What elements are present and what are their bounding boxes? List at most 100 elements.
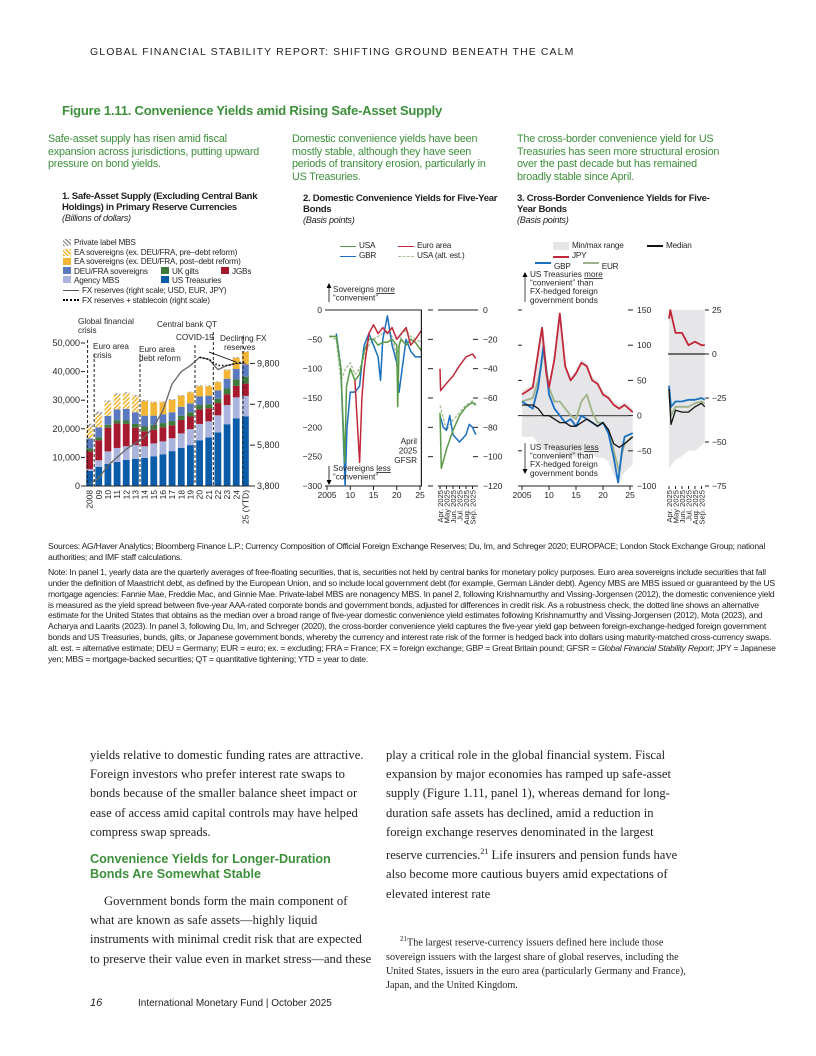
panel-1-caption: Safe-asset supply has risen amid fiscal …: [48, 133, 260, 170]
y2-tick-label: 5,800: [257, 440, 280, 450]
legend-swatch: [63, 276, 71, 284]
legend-swatch: [63, 266, 71, 274]
x-tick-label: 11: [112, 490, 122, 499]
bar-segment: [205, 386, 213, 396]
bar-segment: [86, 427, 93, 439]
footnote-ref[interactable]: 21: [480, 847, 489, 857]
bar-segment: [113, 423, 121, 448]
legend-item: FX reserves (right scale; USD, EUR, JPY): [63, 286, 263, 296]
bar-segment: [232, 357, 240, 358]
legend-item: USA: [340, 241, 398, 251]
bar-segment: [104, 451, 112, 464]
bar-segment: [196, 423, 203, 441]
x-tick-label: 15: [571, 490, 581, 500]
bar-segment: [86, 451, 93, 470]
legend-line: [63, 299, 79, 302]
bar-segment: [187, 445, 194, 486]
bar-segment: [104, 463, 112, 486]
bar-segment: [177, 406, 185, 416]
bar-segment: [187, 429, 194, 446]
title-text: 2. Domestic Convenience Yields for Five-…: [303, 193, 498, 215]
y-tick-label: −200: [303, 422, 323, 432]
annotation-arrow: [208, 351, 237, 363]
inset-y-tick-label: −120: [483, 481, 503, 491]
bar-segment: [168, 451, 176, 486]
subtitle: (Basis points): [303, 215, 355, 225]
bar-segment: [168, 425, 176, 439]
inset-x-tick-label: Jun. 2025: [678, 490, 687, 523]
bar-segment: [168, 399, 176, 413]
note-italic: Global Financial Stability Report: [598, 643, 713, 654]
bar-segment: [113, 409, 121, 421]
series-line-USA (alt. est.): [329, 329, 422, 382]
legend-line: [63, 290, 79, 292]
legend-swatch: [161, 276, 169, 284]
y-tick-label: −100: [303, 364, 323, 374]
bar-segment: [232, 397, 240, 419]
event-label: Euro area crisis: [93, 342, 129, 360]
y-tick-label: 150: [637, 305, 652, 315]
y-tick-label: 50,000: [52, 338, 80, 348]
up-arrow-head: [522, 272, 528, 277]
y-tick-label: 10,000: [52, 452, 80, 462]
y-tick-label: 0: [75, 481, 80, 491]
legend-label: EA sovereigns (ex. DEU/FRA, post–debt re…: [74, 257, 241, 267]
legend-label: DEU/FRA sovereigns: [74, 266, 148, 276]
legend-label: JGBs: [232, 266, 252, 276]
bar-segment: [196, 396, 203, 406]
bar-segment: [187, 403, 194, 413]
bar-segment: [214, 390, 222, 399]
y-tick-label: 20,000: [52, 424, 80, 434]
section-heading: Convenience Yields for Longer-Duration B…: [90, 852, 331, 882]
legend-row: GBP EUR: [535, 261, 707, 272]
panel-1-title: 1. Safe-Asset Supply (Excluding Central …: [62, 191, 298, 224]
x-tick-label: 18: [176, 490, 186, 500]
bar-segment: [223, 370, 231, 379]
bar-segment: [141, 401, 148, 416]
inset-series-line-USA (alt. est.): [439, 400, 477, 432]
legend-swatch: [63, 239, 71, 247]
bar-segment: [159, 423, 167, 428]
bar-segment: [205, 437, 213, 486]
bar-segment: [242, 416, 249, 486]
legend-label: FX reserves + stablecoin (right scale): [82, 295, 210, 305]
inset-x-tick-label: Jun. 2025: [449, 490, 458, 523]
bar-segment: [214, 415, 222, 433]
inset-y-tick-label: −75: [712, 481, 727, 491]
legend-line: [340, 245, 356, 247]
x-tick-label: 15: [369, 490, 379, 500]
bar-segment: [95, 466, 103, 486]
legend-label: Min/max range: [572, 241, 624, 250]
x-tick-label: 20: [392, 490, 402, 500]
legend-line: [553, 255, 569, 258]
less-convenient-annotation: US Treasuries less “convenient” than FX-he…: [530, 443, 599, 478]
bar-segment: [196, 405, 203, 410]
y-tick-label: 100: [637, 340, 652, 350]
inset-x-tick-label: Apr. 2025: [436, 490, 445, 523]
y2-tick-label: 9,800: [257, 358, 280, 368]
legend-line: [647, 245, 663, 248]
bar-segment: [196, 386, 203, 397]
legend-label: EA sovereigns (ex. DEU/FRA, pre–debt ref…: [74, 247, 238, 257]
inset-y-tick-label: 0: [712, 349, 717, 359]
bar-segment: [86, 438, 93, 449]
bar-segment: [214, 403, 222, 416]
legend-swatch: [161, 266, 169, 274]
body-col1-para2: Government bonds form the main component…: [90, 894, 372, 966]
bar-segment: [214, 382, 222, 391]
bar-segment: [159, 427, 167, 442]
x-tick-label: 24: [231, 490, 241, 500]
inset-series-line-Euro area: [439, 353, 477, 392]
inset-x-tick-label: Aug. 2025: [691, 490, 700, 525]
x-tick-label: 19: [185, 490, 195, 500]
bar-segment: [223, 424, 231, 486]
bar-segment: [132, 412, 139, 424]
bar-segment: [95, 414, 103, 428]
bar-segment: [122, 392, 130, 394]
bar-segment: [150, 429, 158, 444]
bar-segment: [159, 414, 167, 424]
event-label: COVID-19: [176, 333, 214, 342]
bar-segment: [242, 395, 249, 417]
bar-segment: [132, 427, 139, 446]
bar-segment: [187, 416, 194, 430]
